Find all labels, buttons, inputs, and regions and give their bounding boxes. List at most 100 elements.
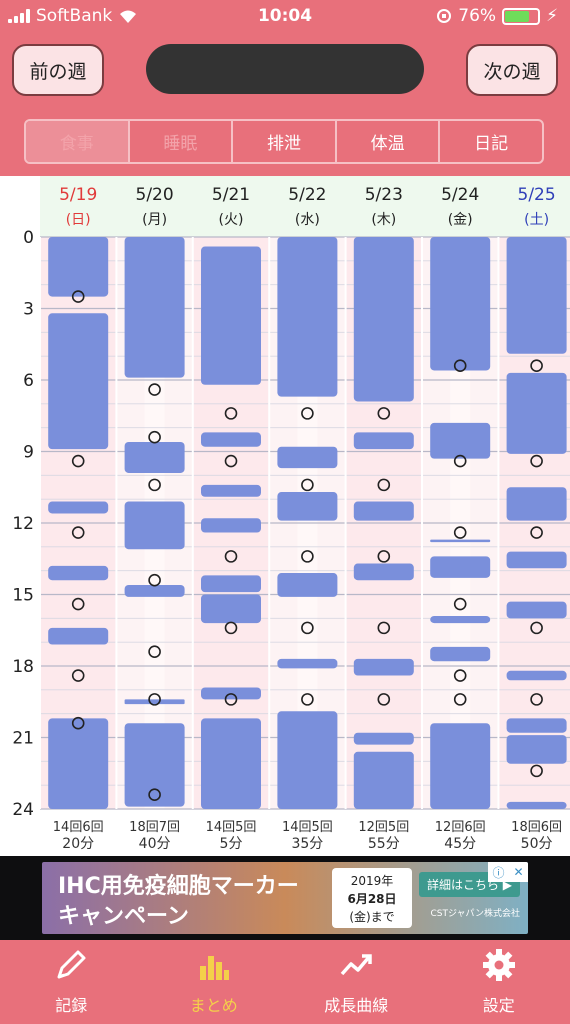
sleep-bar — [430, 539, 491, 543]
ad-image[interactable]: IHC用免疫細胞マーカー キャンペーン 2019年 6月28日 (金)まで 詳細… — [42, 862, 528, 934]
sleep-bar — [124, 501, 185, 550]
weekly-sleep-chart[interactable]: 0 3 6 9 12 15 18 21 24 5/19 (日) 14回6回 20分 5/20 (月) 18回7… — [0, 176, 570, 856]
hour-axis-bg — [0, 176, 40, 856]
info-icon: ⓘ — [492, 865, 505, 880]
tab-meal[interactable]: 食事 — [26, 121, 130, 162]
sleep-bar — [48, 627, 109, 645]
feeding-marker — [148, 383, 161, 396]
sleep-bar — [506, 670, 567, 681]
sleep-bar — [506, 718, 567, 733]
day-date-label: 5/23 — [365, 185, 403, 205]
tab-sleep[interactable]: 睡眠 — [130, 121, 234, 162]
tab-diary[interactable]: 日記 — [474, 134, 509, 154]
sleep-bar — [353, 732, 414, 745]
day-summary-count: 18回6回 — [511, 820, 562, 835]
nav-growth-curve[interactable]: 成長曲線 — [285, 940, 428, 1024]
sleep-bar — [506, 601, 567, 619]
day-date-label: 5/21 — [212, 185, 250, 205]
sleep-bar — [48, 313, 109, 450]
day-weekday-label: (火) — [219, 212, 244, 228]
feeding-marker — [301, 621, 314, 635]
feeding-marker — [71, 290, 85, 303]
close-icon[interactable]: ✕ — [513, 865, 524, 879]
nav-summary[interactable]: まとめ — [143, 940, 286, 1024]
date-header-bg — [0, 176, 570, 237]
sleep-bar — [277, 711, 338, 809]
sleep-bar — [48, 718, 109, 809]
sleep-bar — [430, 646, 491, 662]
hour-tick-label: 15 — [12, 586, 34, 606]
sleep-bar — [430, 422, 491, 459]
feeding-marker — [530, 693, 543, 706]
bar-chart-icon — [199, 956, 229, 980]
day-date-label: 5/20 — [136, 185, 174, 205]
bottom-navigation: 記録 まとめ 成長曲線 設定 — [0, 940, 570, 1024]
day-summary-time: 50分 — [521, 836, 553, 852]
day-summary-count: 14回5回 — [206, 820, 257, 835]
day-summary-count: 14回5回 — [282, 820, 333, 835]
sleep-bar — [353, 563, 414, 581]
day-date-label: 5/22 — [288, 185, 326, 205]
sleep-bar — [201, 718, 261, 809]
day-date-label: 5/24 — [441, 185, 479, 205]
feeding-marker — [530, 764, 543, 778]
week-header: 前の週 次の週 — [0, 32, 570, 112]
tab-excretion[interactable]: 排泄 — [233, 121, 337, 162]
feeding-marker — [301, 693, 314, 706]
sleep-bar — [506, 801, 567, 809]
ad-subline: キャンペーン — [58, 904, 189, 929]
feeding-marker — [377, 407, 391, 420]
feeding-marker — [530, 526, 543, 539]
nav-record[interactable]: 記録 — [0, 940, 143, 1024]
feeding-marker — [224, 621, 238, 635]
day-summary-count: 18回7回 — [129, 820, 180, 835]
day-summary-time: 55分 — [368, 836, 400, 852]
sleep-bar — [124, 441, 185, 473]
sleep-bar — [353, 751, 414, 809]
day-weekday-label: (金) — [448, 212, 473, 228]
feeding-marker — [71, 526, 85, 539]
day-weekday-label: (水) — [295, 212, 320, 228]
sleep-bar — [430, 237, 491, 371]
feeding-marker — [377, 478, 391, 492]
nav-settings[interactable]: 設定 — [428, 940, 570, 1024]
feeding-marker — [148, 645, 161, 659]
day-summary-time: 20分 — [62, 836, 94, 852]
sleep-bar — [277, 237, 338, 397]
nav-label: 成長曲線 — [324, 996, 389, 1015]
prev-week-button[interactable]: 前の週 — [12, 44, 104, 96]
battery-icon — [502, 7, 541, 25]
feeding-marker — [71, 716, 85, 730]
feeding-marker — [453, 454, 467, 468]
growth-curve-icon — [340, 954, 372, 976]
day-weekday-label: (月) — [142, 212, 167, 228]
feeding-marker — [301, 407, 314, 420]
day-date-label: 5/19 — [59, 185, 97, 205]
feeding-marker — [453, 526, 467, 539]
adchoices-icon[interactable]: ⓘ ✕ — [488, 862, 528, 882]
nav-label: まとめ — [189, 996, 238, 1015]
sleep-bar — [506, 735, 567, 764]
feeding-marker — [301, 478, 314, 492]
feeding-marker — [148, 693, 161, 706]
feeding-marker — [71, 597, 85, 611]
sleep-bar — [277, 446, 338, 469]
next-week-button[interactable]: 次の週 — [466, 44, 558, 96]
sleep-bar — [201, 575, 261, 593]
day-date-label: 5/25 — [518, 185, 556, 205]
ad-banner[interactable]: IHC用免疫細胞マーカー キャンペーン 2019年 6月28日 (金)まで 詳細… — [0, 856, 570, 940]
ad-date-line: 2019年 — [350, 874, 394, 888]
sleep-bar — [201, 246, 261, 385]
day-summary-time: 35分 — [291, 836, 323, 852]
feeding-marker — [530, 359, 543, 372]
hour-tick-label: 9 — [23, 443, 34, 463]
day-weekday-label: (日) — [66, 212, 91, 228]
day-summary-count: 12回5回 — [358, 820, 409, 835]
tab-temperature[interactable]: 体温 — [337, 121, 441, 162]
wifi-icon — [120, 10, 137, 23]
hour-tick-label: 6 — [23, 371, 34, 391]
feeding-marker — [453, 693, 467, 706]
status-bar: SoftBank 10:04 76% ⚡ — [0, 0, 570, 32]
day-weekday-label: (土) — [524, 212, 549, 228]
